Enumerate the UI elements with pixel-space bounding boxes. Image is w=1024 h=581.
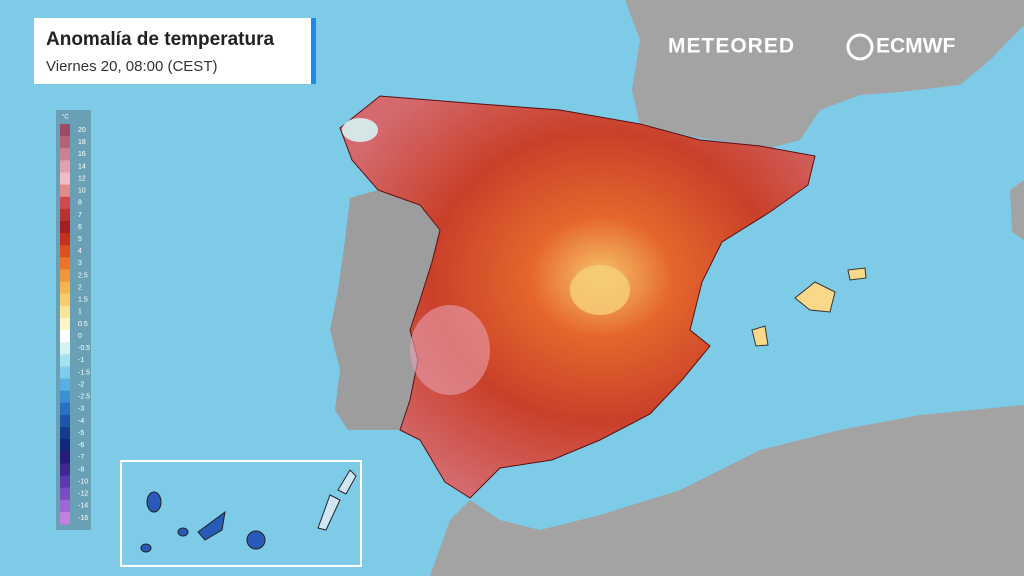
legend-swatch [60,208,70,222]
legend-swatch [60,233,70,246]
legend-swatch [60,414,70,428]
canary-islands [140,469,357,553]
legend-swatch [60,378,70,392]
cool-spot [342,118,378,142]
ecmwf-logo: ECMWF [876,35,955,58]
legend-swatch [60,257,70,270]
legend-label: -5 [78,430,84,437]
title: Anomalía de temperatura [46,29,274,50]
legend-label: 3 [78,260,82,267]
legend-swatch [60,439,70,452]
legend-swatch [60,245,70,258]
canary-inset [120,460,362,567]
legend-label: -10 [78,478,88,485]
legend-swatch [60,293,70,307]
legend-swatch [60,463,70,477]
legend-swatch [60,330,70,343]
legend-label: 2 [78,284,82,291]
legend-swatch [60,172,70,186]
menorca [847,267,867,281]
legend-label: -14 [78,503,88,510]
legend-label: 14 [78,163,86,170]
title-box [34,18,316,84]
legend-label: -12 [78,491,88,498]
legend-swatch [60,354,70,367]
subtitle: Viernes 20, 08:00 (CEST) [46,58,217,75]
pink-area [410,305,490,395]
legend-swatch [60,196,70,210]
legend-label: 5 [78,236,82,243]
legend-label: 2.5 [78,272,88,279]
legend-label: -2.5 [78,394,90,401]
legend-swatch [60,269,70,283]
legend-label: -2 [78,381,84,388]
legend-swatch [60,136,70,149]
legend-swatch [60,124,70,137]
africa [430,405,1024,576]
legend: 20 18 16 14 12 10 8 7 6 5 4 3 2.5 2 1.5 1 0.5 0 -0.5 -1 -1.5… [60,124,90,525]
legend-label: 20 [78,127,86,134]
france [625,0,1024,148]
ibiza [751,325,769,347]
legend-swatch [60,390,70,404]
legend-label: 10 [78,188,86,195]
legend-swatch [60,317,70,331]
legend-swatch [60,366,70,380]
legend-swatch [60,402,70,416]
legend-label: -1.5 [78,369,90,376]
legend-swatch [60,487,70,501]
legend-label: 1 [78,309,82,316]
legend-label: 1.5 [78,297,88,304]
legend-swatch [60,451,70,464]
legend-swatch [60,148,70,161]
legend-swatch [60,220,70,234]
legend-swatch [60,511,70,525]
legend-swatch [60,499,70,513]
legend-label: 0.5 [78,321,88,328]
legend-label: 12 [78,175,86,182]
legend-label: -16 [78,515,88,522]
legend-label: 0 [78,333,82,340]
legend-swatch [60,160,70,173]
legend-swatch [60,342,70,355]
legend-label: -3 [78,406,84,413]
legend-swatch [60,184,70,198]
legend-label: -7 [78,454,84,461]
legend-swatch [60,305,70,319]
legend-swatch [60,427,70,440]
hot-spot [570,265,630,315]
legend-label: -1 [78,357,84,364]
legend-label: -6 [78,442,84,449]
legend-label: 18 [78,139,86,146]
legend-label: 8 [78,200,82,207]
mallorca [794,281,836,313]
legend-label: 4 [78,248,82,255]
meteored-logo: METEORED [668,35,795,58]
legend-label: 16 [78,151,86,158]
legend-label: -4 [78,418,84,425]
legend-label: 7 [78,212,82,219]
legend-swatch [60,281,70,295]
legend-label: 6 [78,224,82,231]
legend-unit: °C [62,115,69,121]
legend-swatch [60,475,70,489]
portugal [330,190,440,430]
title-accent [311,18,316,84]
italy-corsica [1010,180,1024,240]
legend-label: -0.5 [78,345,90,352]
ecmwf-icon [846,33,874,61]
legend-label: -8 [78,466,84,473]
